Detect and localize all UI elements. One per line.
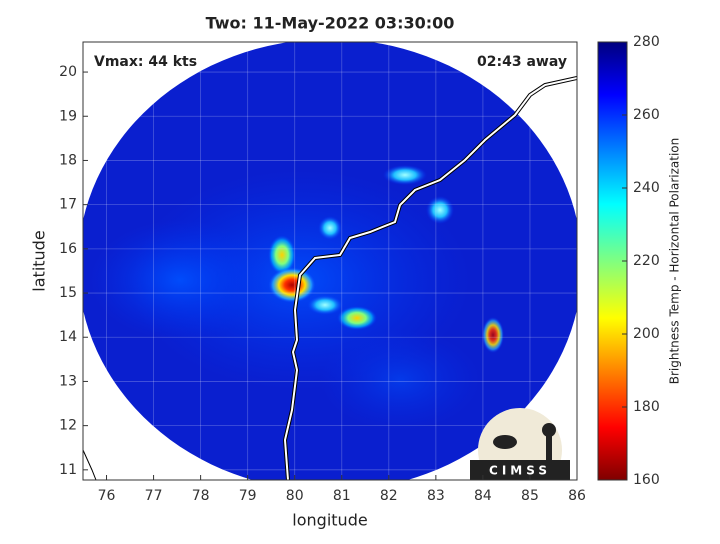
y-tick-label: 15 <box>59 285 77 301</box>
x-tick-label: 76 <box>98 488 116 504</box>
y-tick-label: 19 <box>59 108 77 124</box>
x-axis-label: longitude <box>292 511 367 530</box>
y-tick-label: 16 <box>59 241 77 257</box>
colorbar-label: Brightness Temp - Horizontal Polarizatio… <box>668 138 682 385</box>
y-tick-label: 14 <box>59 329 77 345</box>
y-tick-label: 18 <box>59 152 77 168</box>
colorbar-tick-label: 200 <box>633 326 660 342</box>
x-tick-label: 79 <box>239 488 257 504</box>
x-tick-label: 82 <box>380 488 398 504</box>
logo-text: CIMSS <box>489 464 551 478</box>
x-tick-label: 85 <box>521 488 539 504</box>
colorbar-tick-label: 240 <box>633 180 660 196</box>
colorbar-tick-label: 160 <box>633 472 660 488</box>
x-tick-label: 81 <box>333 488 351 504</box>
time-annotation: 02:43 away <box>477 54 567 70</box>
logo: CIMSS <box>470 408 570 480</box>
x-tick-label: 78 <box>192 488 210 504</box>
y-tick-label: 11 <box>59 462 77 478</box>
x-tick-label: 84 <box>474 488 492 504</box>
vmax-annotation: Vmax: 44 kts <box>94 54 197 70</box>
plot-frame <box>82 41 578 481</box>
title: Two: 11-May-2022 03:30:00 <box>206 14 455 33</box>
colorbar-tick-label: 220 <box>633 253 660 269</box>
colorbar-tick-label: 180 <box>633 399 660 415</box>
coastline <box>283 77 577 480</box>
y-tick-label: 12 <box>59 418 77 434</box>
colorbar-tick-label: 280 <box>633 34 660 50</box>
y-tick-label: 17 <box>59 197 77 213</box>
y-tick-label: 13 <box>59 373 77 389</box>
colorbar-tick-label: 260 <box>633 107 660 123</box>
y-axis-label: latitude <box>30 230 49 291</box>
x-tick-label: 83 <box>427 488 445 504</box>
x-tick-label: 86 <box>568 488 586 504</box>
satellite-image: CIMSS <box>83 42 577 480</box>
x-tick-label: 80 <box>286 488 304 504</box>
x-tick-label: 77 <box>145 488 163 504</box>
y-tick-label: 20 <box>59 64 77 80</box>
